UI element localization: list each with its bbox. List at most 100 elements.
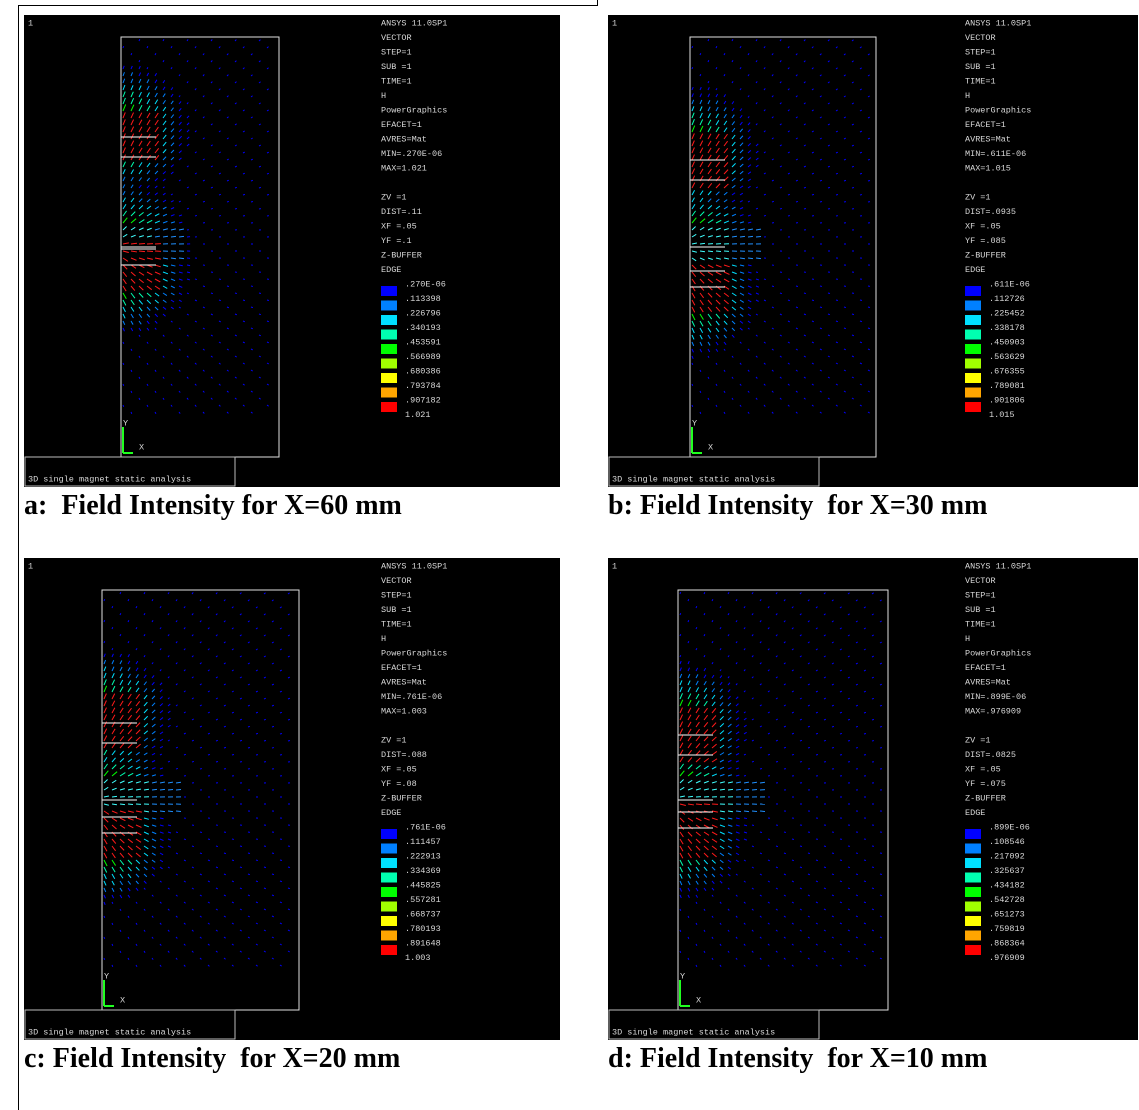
legend-swatch — [381, 330, 397, 340]
vector-arrow — [152, 860, 155, 862]
vector-arrow — [740, 157, 743, 160]
vector-arrow — [163, 114, 166, 118]
vector-arrow — [752, 592, 753, 594]
vector-arrow — [880, 726, 882, 727]
vector-arrow — [788, 321, 790, 322]
vector-arrow — [168, 655, 169, 657]
vector-arrow — [828, 40, 829, 41]
vector-arrow — [740, 279, 744, 281]
vector-arrow — [267, 342, 269, 343]
vector-arrow — [208, 628, 209, 629]
vector-arrow — [187, 187, 189, 188]
vector-arrow — [131, 286, 135, 291]
vector-arrow — [704, 846, 708, 850]
vector-arrow — [748, 293, 751, 295]
vector-arrow — [680, 592, 681, 594]
vector-arrow — [708, 113, 710, 118]
vector-arrow — [168, 832, 171, 833]
vector-arrow — [267, 47, 268, 48]
vector-arrow — [732, 101, 734, 104]
vector-arrow — [680, 743, 683, 748]
view-line: ZV =1 — [965, 192, 991, 202]
vector-arrow — [147, 120, 150, 125]
vector-arrow — [772, 412, 773, 414]
vector-arrow — [680, 687, 682, 692]
legend-swatch — [381, 286, 397, 296]
vector-arrow — [680, 951, 681, 953]
vector-arrow — [796, 412, 797, 413]
vector-arrow — [740, 300, 744, 302]
vector-arrow — [716, 293, 720, 297]
vector-arrow — [128, 811, 134, 812]
vector-arrow — [824, 698, 826, 699]
vector-arrow — [740, 321, 743, 323]
caption: b: Field Intensity for X=30 mm — [608, 490, 987, 522]
vector-arrow — [784, 937, 786, 938]
vector-arrow — [216, 846, 218, 847]
vector-arrow — [203, 370, 204, 371]
vector-arrow — [812, 363, 814, 364]
vector-arrow — [139, 79, 141, 83]
vector-arrow — [756, 187, 758, 188]
vector-field — [123, 39, 269, 414]
vector-arrow — [848, 909, 850, 910]
vector-arrow — [168, 704, 170, 706]
vector-arrow — [200, 937, 202, 938]
vector-arrow — [736, 775, 739, 776]
vector-arrow — [200, 747, 202, 748]
vector-arrow — [288, 614, 290, 615]
vector-arrow — [235, 314, 237, 315]
vector-arrow — [868, 54, 870, 55]
vector-arrow — [704, 867, 707, 871]
vector-arrow — [219, 384, 221, 385]
vector-arrow — [264, 698, 266, 699]
vector-arrow — [700, 191, 703, 195]
vector-arrow — [144, 782, 149, 783]
vector-arrow — [740, 179, 743, 181]
vector-arrow — [123, 198, 125, 202]
vector-arrow — [712, 839, 717, 842]
vector-arrow — [696, 888, 698, 891]
vector-arrow — [144, 789, 149, 790]
vector-arrow — [680, 804, 686, 806]
vector-arrow — [120, 846, 124, 850]
vector-arrow — [792, 628, 793, 629]
vector-arrow — [696, 606, 697, 608]
vector-arrow — [211, 82, 212, 83]
vector-arrow — [760, 599, 761, 601]
vector-arrow — [744, 718, 746, 720]
vector-arrow — [800, 867, 802, 868]
header-line: MIN=.899E-06 — [965, 692, 1026, 702]
vector-arrow — [112, 627, 113, 629]
vector-arrow — [168, 740, 170, 741]
vector-arrow — [152, 916, 153, 918]
vector-arrow — [688, 839, 692, 844]
vector-arrow — [696, 895, 698, 898]
vector-arrow — [163, 307, 166, 309]
vector-arrow — [680, 874, 682, 879]
vector-arrow — [171, 236, 176, 237]
vector-arrow — [208, 607, 209, 608]
vector-arrow — [139, 220, 144, 223]
vector-arrow — [176, 705, 178, 706]
vector-arrow — [168, 718, 170, 720]
vector-arrow — [160, 825, 164, 826]
vector-arrow — [128, 681, 131, 685]
vector-arrow — [688, 687, 690, 692]
vector-arrow — [788, 194, 790, 195]
vector-arrow — [868, 96, 870, 97]
legend-label: .542728 — [989, 895, 1025, 905]
vector-arrow — [732, 307, 736, 310]
vector-arrow — [800, 656, 802, 657]
vector-arrow — [728, 738, 732, 741]
vector-arrow — [736, 732, 739, 734]
vector-arrow — [712, 744, 717, 748]
vector-arrow — [112, 654, 113, 657]
legend-label: .557281 — [405, 895, 441, 905]
vector-arrow — [139, 212, 144, 216]
vector-arrow — [688, 750, 692, 755]
vector-arrow — [768, 754, 770, 755]
vector-arrow — [712, 702, 715, 706]
vector-arrow — [836, 68, 838, 69]
vector-arrow — [128, 744, 132, 748]
